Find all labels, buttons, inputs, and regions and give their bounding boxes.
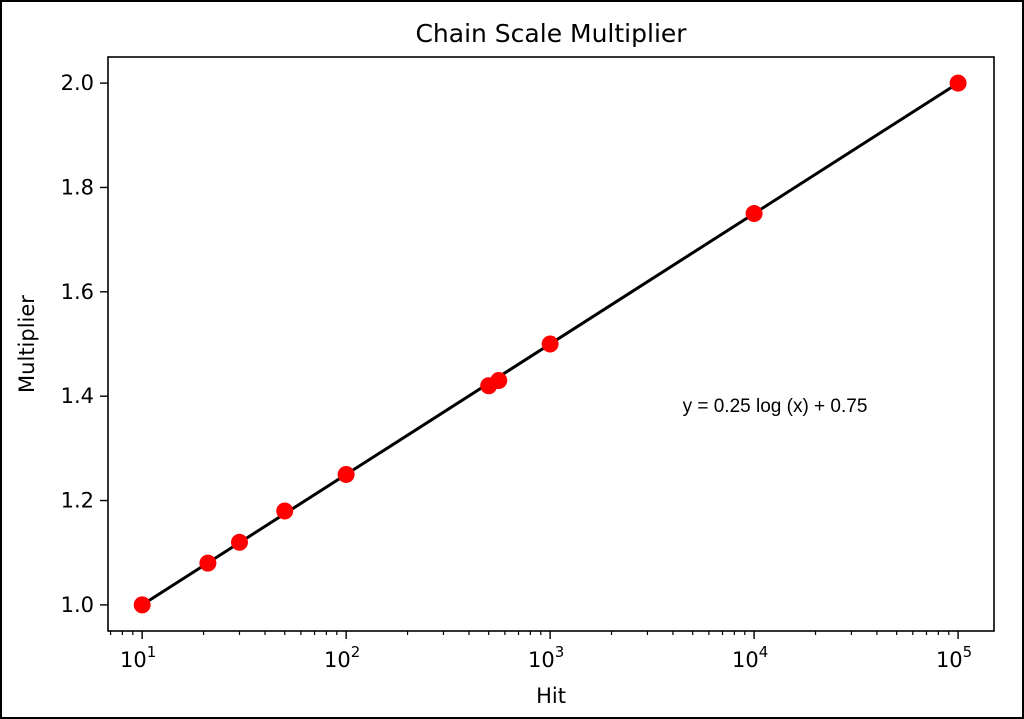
x-tick-label-exponent: 2 [351, 643, 361, 661]
y-tick-label: 1.2 [61, 489, 94, 513]
data-point [949, 74, 967, 92]
data-point [541, 335, 559, 353]
x-tick-label-exponent: 4 [759, 643, 769, 661]
x-tick-label: 104 [732, 643, 768, 672]
x-tick-label-base: 10 [528, 648, 555, 672]
plot-area [107, 56, 995, 632]
y-tick-label: 1.8 [61, 175, 94, 199]
x-tick-label: 105 [936, 643, 972, 672]
x-tick-label-exponent: 1 [147, 643, 157, 661]
x-tick-label: 102 [324, 643, 360, 672]
chart-title: Chain Scale Multiplier [415, 19, 687, 48]
data-point [276, 502, 294, 520]
y-axis-label: Multiplier [15, 295, 39, 393]
data-point [133, 596, 151, 614]
data-point [337, 465, 355, 483]
y-tick-label: 2.0 [61, 71, 94, 95]
data-point [199, 554, 217, 572]
y-tick-label: 1.0 [61, 593, 94, 617]
y-tick-label: 1.6 [61, 280, 94, 304]
data-point [490, 372, 508, 390]
x-tick-label: 101 [120, 643, 156, 672]
equation-annotation: y = 0.25 log (x) + 0.75 [683, 396, 868, 417]
x-axis-label: Hit [536, 684, 566, 708]
data-point [230, 533, 248, 551]
data-point [745, 205, 763, 223]
x-tick-label-base: 10 [120, 648, 147, 672]
x-tick-label: 103 [528, 643, 564, 672]
data-points [133, 74, 967, 614]
x-tick-label-base: 10 [324, 648, 351, 672]
x-tick-label-exponent: 5 [963, 643, 973, 661]
x-tick-label-exponent: 3 [555, 643, 565, 661]
y-ticks: 1.0 1.2 1.4 1.6 1.8 2.0 [61, 71, 108, 617]
y-tick-label: 1.4 [61, 384, 94, 408]
x-major-ticks: 101 102 103 104 105 [120, 631, 972, 672]
x-tick-label-base: 10 [732, 648, 759, 672]
x-tick-label-base: 10 [936, 648, 963, 672]
